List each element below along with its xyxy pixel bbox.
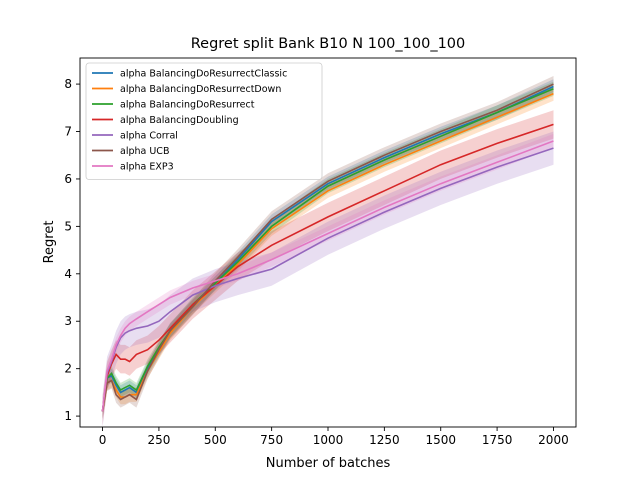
x-tick-label-4: 1000: [313, 433, 344, 447]
series-line-3: [101, 123, 554, 412]
y-tick-label-7: 8: [64, 77, 72, 91]
y-tick-label-2: 3: [64, 314, 72, 328]
legend-label-6: alpha EXP3: [120, 162, 174, 173]
y-tick-label-1: 2: [64, 362, 72, 376]
series-line-6: [101, 140, 554, 412]
x-tick-label-5: 1250: [369, 433, 400, 447]
y-tick-label-0: 1: [64, 409, 72, 423]
band-5: [102, 76, 554, 420]
series-lines: [101, 83, 554, 412]
x-axis-label: Number of batches: [266, 456, 391, 471]
y-axis: 1 2 3 4 5 6 7 8: [64, 77, 80, 423]
series-line-1: [101, 92, 554, 412]
legend-label-5: alpha UCB: [120, 146, 169, 157]
y-axis-label: Regret: [42, 221, 57, 264]
x-tick-label-2: 500: [204, 433, 227, 447]
legend-label-2: alpha BalancingDoResurrect: [120, 100, 255, 111]
x-tick-label-7: 1750: [482, 433, 513, 447]
x-tick-label-8: 2000: [538, 433, 569, 447]
y-tick-label-3: 4: [64, 267, 72, 281]
series-line-5: [101, 83, 554, 412]
chart-title: Regret split Bank B10 N 100_100_100: [191, 36, 466, 52]
y-tick-label-4: 5: [64, 219, 72, 233]
y-tick-label-6: 7: [64, 125, 72, 139]
x-axis: 0 250 500 750 1000 1250 1500 1750 2000: [99, 427, 569, 447]
series-line-4: [101, 147, 554, 412]
x-tick-label-6: 1500: [425, 433, 456, 447]
legend-label-3: alpha BalancingDoubling: [120, 115, 239, 126]
legend-label-0: alpha BalancingDoResurrectClassic: [120, 69, 287, 80]
y-tick-label-5: 6: [64, 172, 72, 186]
legend-box: [85, 62, 323, 180]
band-6: [102, 133, 554, 419]
x-tick-label-3: 750: [260, 433, 283, 447]
band-4: [102, 131, 554, 428]
legend-label-1: alpha BalancingDoResurrectDown: [120, 84, 281, 95]
band-3: [102, 110, 554, 426]
x-tick-label-0: 0: [99, 433, 107, 447]
legend: alpha BalancingDoResurrectClassic alpha B…: [85, 62, 323, 180]
x-tick-label-1: 250: [147, 433, 170, 447]
legend-label-4: alpha Corral: [120, 131, 178, 142]
